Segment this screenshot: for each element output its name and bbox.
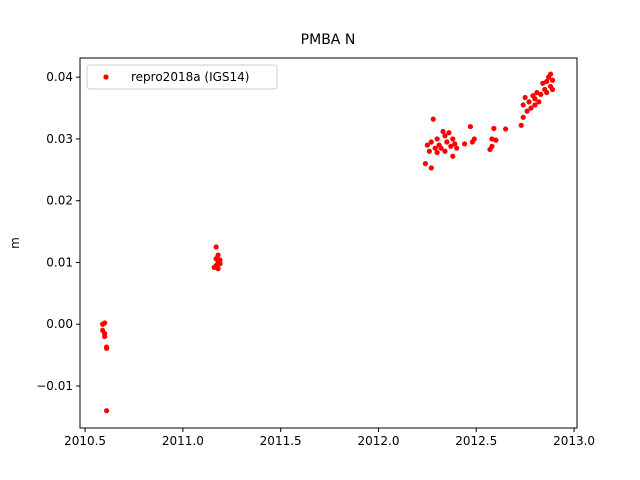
data-point	[215, 266, 221, 272]
data-point	[104, 408, 110, 414]
y-tick-label: 0.01	[46, 255, 73, 269]
data-point	[211, 264, 217, 270]
x-tick-label: 2010.5	[64, 434, 106, 448]
x-tick-label: 2012.5	[455, 434, 497, 448]
data-point	[467, 123, 474, 130]
data-point	[104, 345, 110, 351]
data-point	[434, 136, 440, 142]
data-point	[520, 114, 526, 120]
data-point	[422, 161, 429, 167]
data-point	[540, 80, 546, 86]
data-point	[518, 122, 524, 128]
data-point	[450, 153, 456, 159]
data-point	[461, 141, 468, 147]
data-point	[450, 136, 456, 142]
data-point	[102, 333, 108, 340]
data-point	[493, 137, 499, 143]
legend-marker	[103, 74, 109, 80]
y-axis-label: m	[8, 237, 22, 249]
data-point	[438, 145, 444, 151]
data-point	[532, 102, 538, 108]
x-tick-label: 2011.5	[260, 434, 302, 448]
data-point	[448, 143, 454, 149]
data-point	[428, 139, 434, 145]
y-tick-label: −0.01	[36, 379, 73, 393]
data-point	[213, 244, 219, 250]
data-point	[526, 99, 532, 105]
x-tick-label: 2011.0	[162, 434, 204, 448]
data-point	[454, 145, 460, 151]
y-tick-label: 0.03	[46, 132, 73, 146]
data-point	[442, 148, 448, 154]
data-point	[430, 116, 436, 122]
y-tick-label: 0.00	[46, 317, 73, 331]
data-point	[549, 77, 556, 83]
data-point	[444, 139, 450, 145]
data-point	[534, 89, 540, 96]
plot-frame	[79, 57, 578, 429]
chart-title: PMBA N	[301, 32, 356, 48]
data-point	[503, 126, 509, 132]
legend-label: repro2018a (IGS14)	[131, 70, 249, 84]
data-point	[491, 125, 497, 132]
data-point	[217, 261, 223, 267]
data-point	[528, 105, 534, 111]
data-point	[489, 143, 495, 149]
data-point	[547, 71, 554, 77]
x-tick-label: 2013.0	[553, 434, 595, 448]
data-point	[489, 136, 495, 142]
data-point	[524, 108, 530, 114]
data-point	[520, 102, 526, 108]
data-point	[452, 141, 458, 147]
data-point	[424, 142, 430, 148]
data-point	[536, 99, 542, 105]
data-point	[442, 133, 448, 139]
data-point	[544, 78, 550, 85]
data-point	[538, 91, 544, 98]
legend-box	[86, 64, 278, 90]
data-point	[102, 320, 108, 326]
data-point	[544, 89, 550, 96]
data-point	[440, 128, 446, 135]
x-tick-label: 2012.0	[357, 434, 399, 448]
data-point	[446, 130, 452, 136]
data-point	[471, 136, 477, 142]
data-point	[432, 145, 438, 151]
data-point	[428, 165, 434, 171]
data-point	[522, 94, 528, 101]
data-point	[426, 148, 432, 154]
y-tick-label: 0.04	[46, 70, 73, 84]
data-point	[532, 96, 538, 102]
data-point	[434, 149, 440, 156]
data-point	[549, 86, 556, 93]
y-tick-label: 0.02	[46, 194, 73, 208]
